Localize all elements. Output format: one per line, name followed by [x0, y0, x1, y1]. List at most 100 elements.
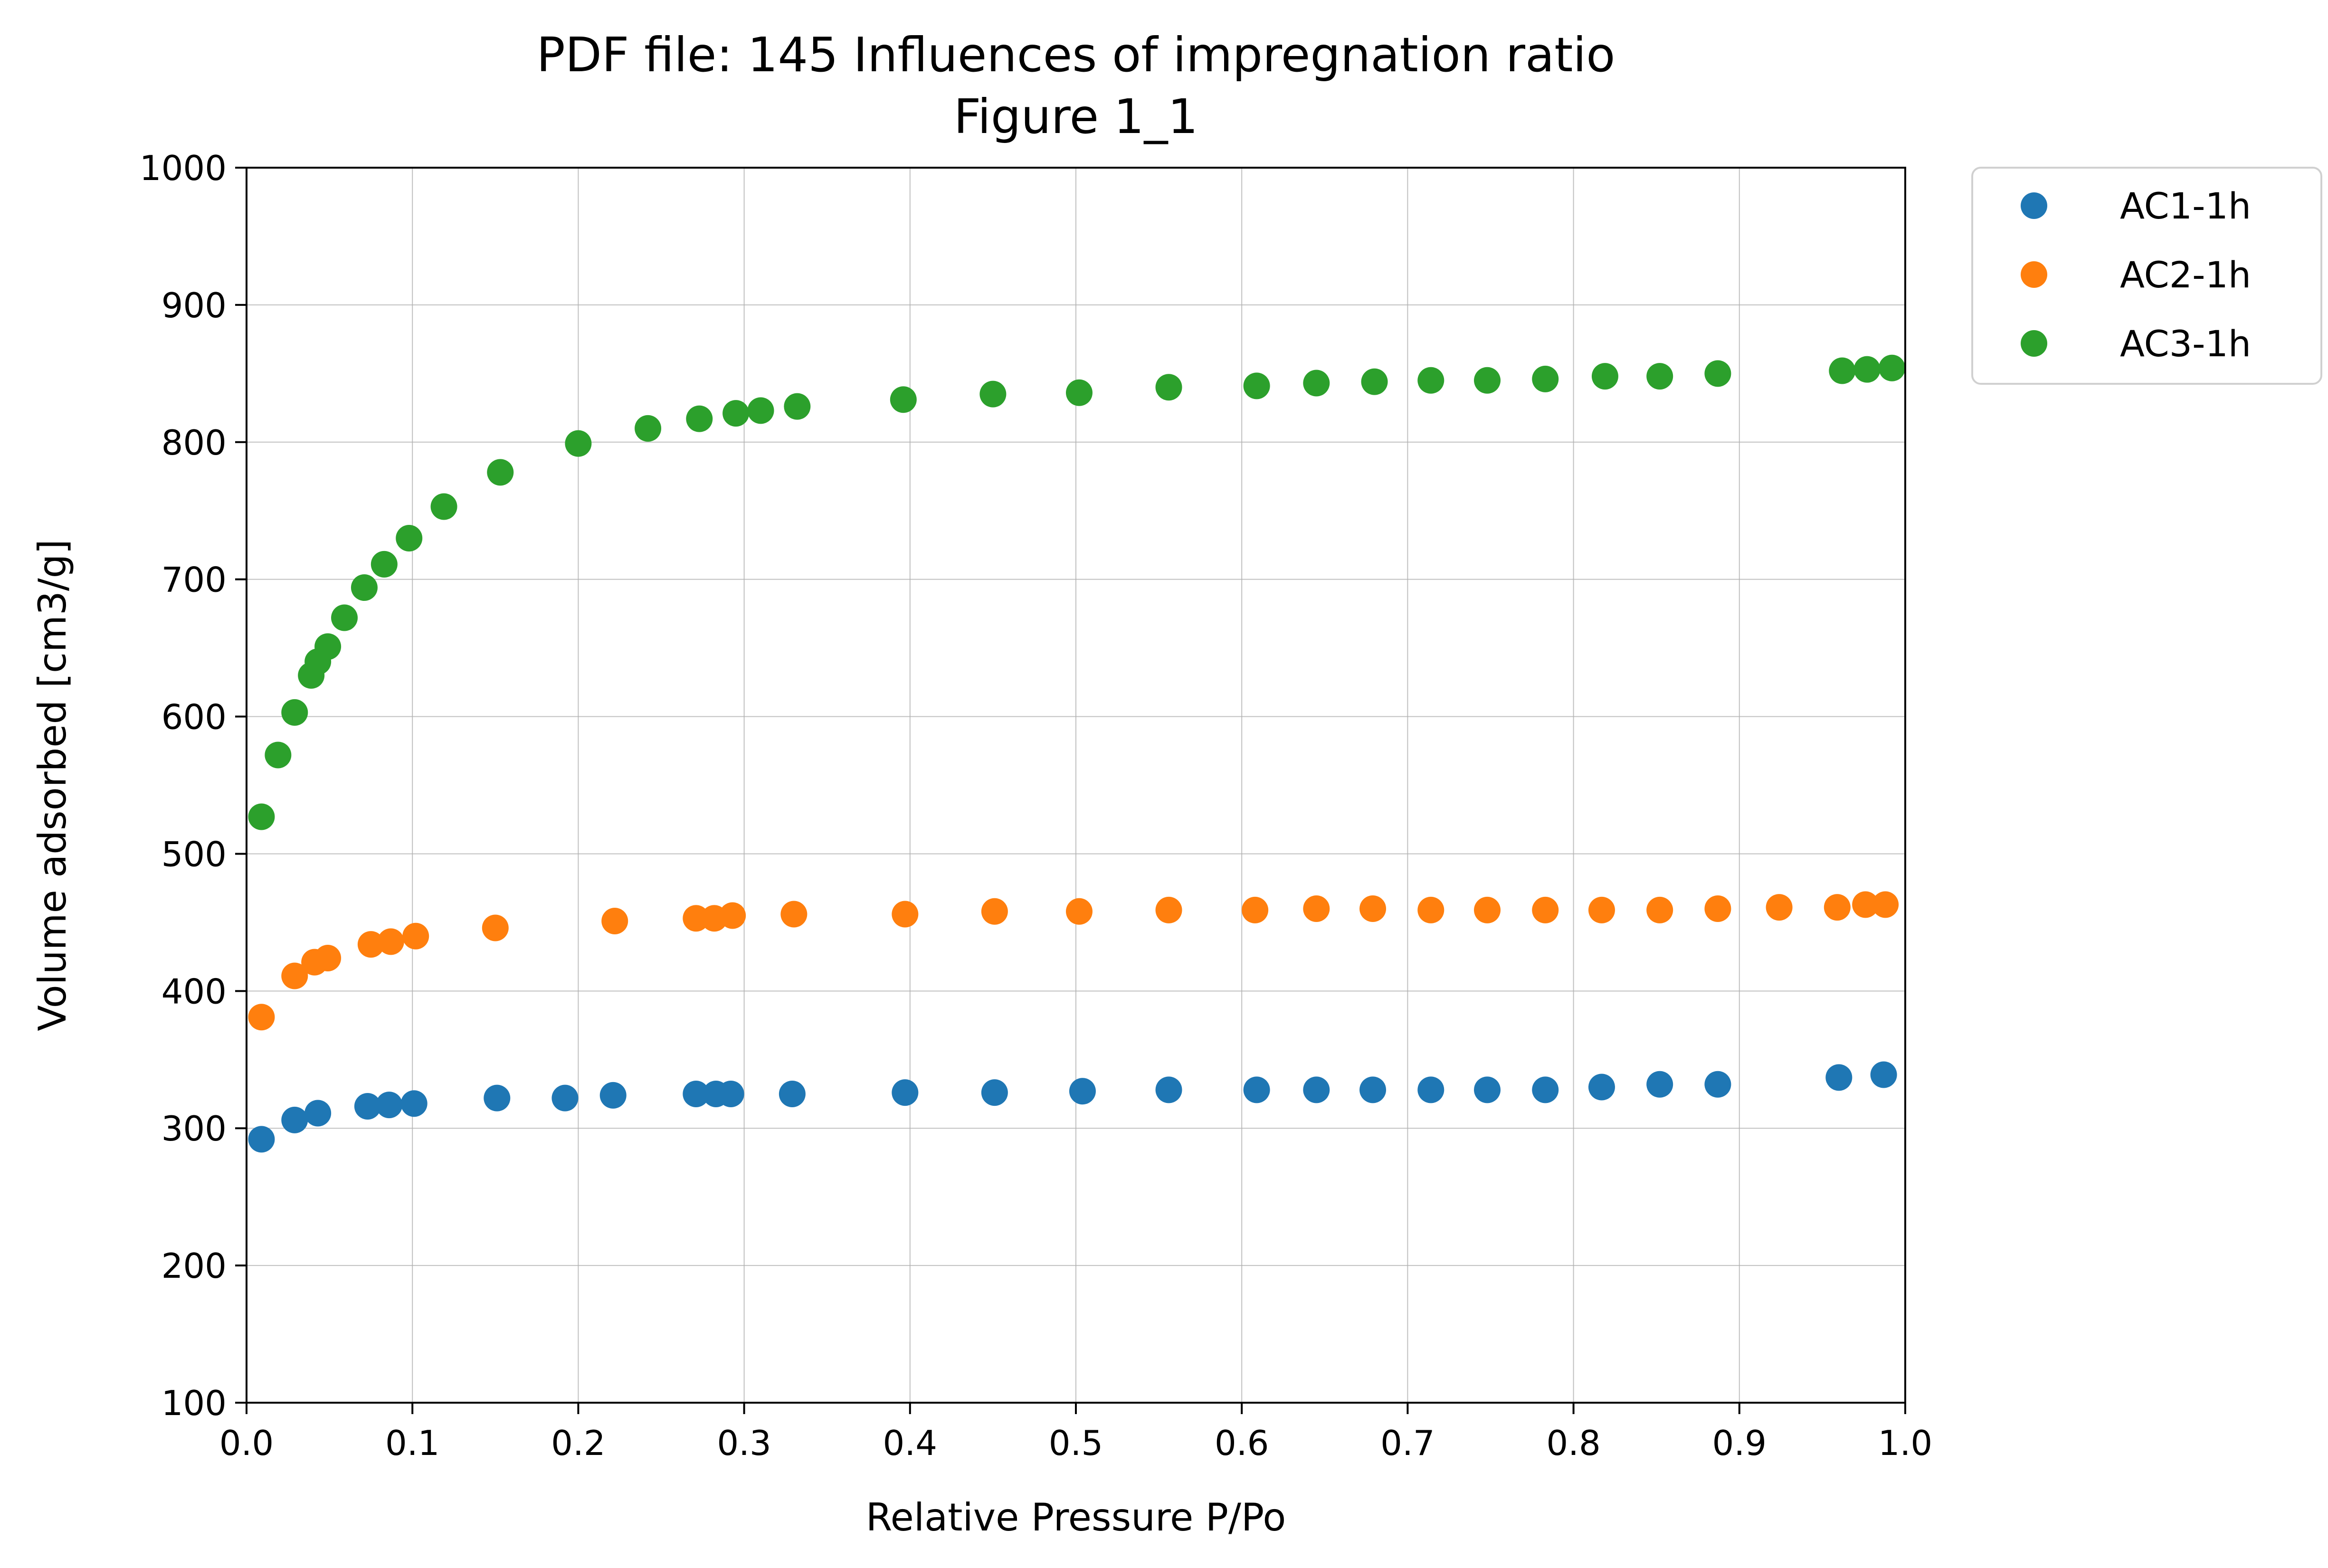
- y-tick-label: 900: [162, 285, 227, 325]
- data-point: [683, 905, 710, 932]
- data-point: [979, 380, 1007, 408]
- data-point: [281, 699, 308, 726]
- y-tick-label: 600: [162, 697, 227, 737]
- legend-marker: [2021, 261, 2047, 288]
- data-point: [1853, 356, 1881, 383]
- y-tick-label: 300: [162, 1109, 227, 1149]
- data-point: [357, 931, 384, 958]
- series-AC1-1h: [248, 1061, 1897, 1153]
- data-point: [402, 922, 429, 950]
- data-point: [981, 898, 1008, 925]
- data-point: [1829, 357, 1856, 384]
- legend-label: AC1-1h: [2120, 185, 2251, 227]
- data-point: [1646, 1071, 1673, 1098]
- chart-subtitle: Figure 1_1: [954, 89, 1198, 144]
- legend-label: AC3-1h: [2120, 323, 2251, 365]
- data-point: [377, 928, 404, 955]
- legend: AC1-1h AC2-1h AC3-1h: [1971, 167, 2322, 385]
- y-axis-label: Volume adsorbed [cm3/g]: [30, 539, 75, 1031]
- data-point: [722, 400, 750, 427]
- data-point: [1361, 368, 1388, 395]
- data-point: [599, 1082, 627, 1109]
- data-point: [635, 415, 662, 442]
- data-point: [400, 1090, 428, 1117]
- data-point: [1155, 374, 1182, 401]
- data-point: [1155, 1076, 1182, 1103]
- data-point: [1155, 896, 1182, 923]
- data-point: [314, 633, 342, 660]
- data-point: [1588, 896, 1615, 923]
- data-point: [601, 908, 628, 934]
- data-point: [396, 525, 423, 551]
- x-tick-label: 0.7: [1380, 1423, 1435, 1463]
- data-point: [281, 962, 308, 989]
- data-point: [248, 1004, 275, 1031]
- data-point: [1852, 891, 1879, 918]
- x-tick-label: 0.9: [1712, 1423, 1767, 1463]
- data-point: [1588, 1074, 1615, 1101]
- data-point: [1359, 1076, 1387, 1103]
- data-point: [551, 1084, 579, 1112]
- y-tick-label: 1000: [140, 148, 227, 188]
- data-point: [565, 430, 592, 457]
- data-point: [371, 551, 398, 578]
- legend-marker: [2021, 192, 2047, 219]
- data-point: [1825, 1064, 1853, 1091]
- data-point: [1704, 360, 1731, 387]
- data-point: [487, 459, 514, 486]
- y-tick-label: 100: [162, 1383, 227, 1423]
- x-tick-label: 0.4: [883, 1423, 938, 1463]
- data-point: [248, 1126, 275, 1153]
- data-point: [717, 1081, 744, 1107]
- x-tick-label: 0.5: [1049, 1423, 1103, 1463]
- data-points: [248, 354, 1906, 1153]
- data-point: [354, 1093, 381, 1120]
- data-point: [1704, 1071, 1731, 1098]
- x-tick-label: 0.0: [219, 1423, 274, 1463]
- data-point: [1532, 1076, 1559, 1103]
- data-point: [482, 914, 509, 941]
- data-point: [281, 1106, 308, 1133]
- data-point: [376, 1092, 403, 1119]
- data-point: [1417, 896, 1444, 923]
- data-point: [1646, 363, 1673, 390]
- data-point: [265, 741, 292, 769]
- data-point: [1591, 363, 1618, 390]
- data-point: [1474, 367, 1501, 394]
- data-point: [1870, 1061, 1897, 1088]
- x-tick-label: 0.2: [551, 1423, 606, 1463]
- x-tick-label: 0.8: [1546, 1423, 1601, 1463]
- chart-title: PDF file: 145 Influences of impregnation…: [537, 27, 1615, 83]
- data-point: [1474, 1076, 1501, 1103]
- data-point: [1417, 367, 1444, 394]
- data-point: [430, 493, 457, 520]
- data-point: [890, 386, 917, 413]
- axis-ticks: 0.0 0.1 0.2 0.3 0.4 0.5 0.6 0.7 0.8 0.9 1.0 100 200 3…: [140, 148, 1932, 1463]
- legend-label: AC2-1h: [2120, 254, 2251, 296]
- data-point: [331, 604, 358, 631]
- y-tick-label: 400: [162, 971, 227, 1011]
- data-point: [1065, 898, 1093, 925]
- legend-marker: [2021, 330, 2047, 357]
- data-point: [1243, 372, 1270, 399]
- data-point: [304, 1100, 332, 1127]
- data-point: [779, 1081, 806, 1107]
- data-point: [686, 405, 713, 432]
- data-point: [780, 901, 808, 928]
- y-tick-label: 500: [162, 834, 227, 874]
- data-point: [351, 574, 378, 601]
- data-point: [747, 397, 774, 424]
- series-AC3-1h: [248, 354, 1906, 830]
- data-point: [1303, 370, 1330, 397]
- data-point: [1303, 895, 1330, 922]
- y-tick-label: 700: [162, 560, 227, 600]
- x-axis-label: Relative Pressure P/Po: [866, 1495, 1286, 1539]
- data-point: [248, 803, 275, 830]
- data-point: [1532, 896, 1559, 923]
- data-point: [1242, 896, 1269, 923]
- data-point: [1646, 896, 1673, 923]
- data-point: [719, 902, 746, 929]
- series-AC2-1h: [248, 891, 1899, 1031]
- data-point: [683, 1081, 710, 1107]
